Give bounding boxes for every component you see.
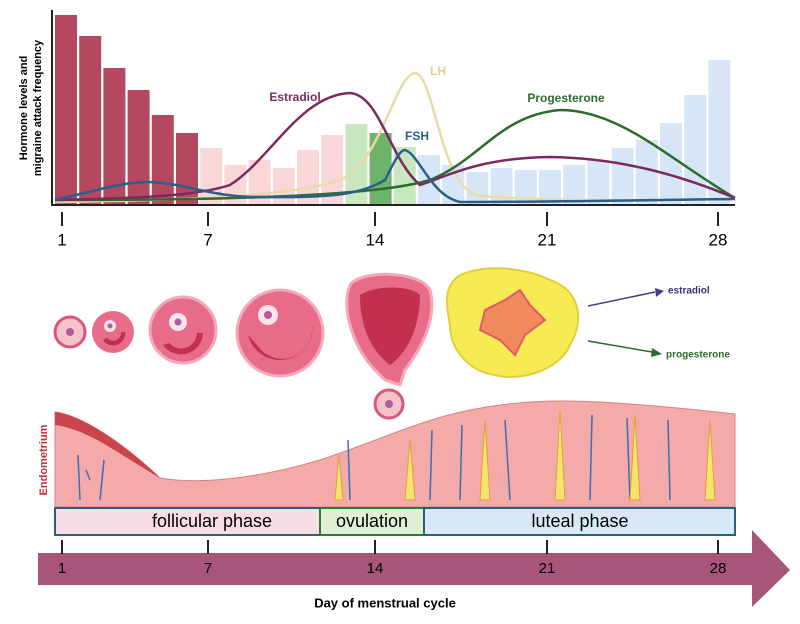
bar [708, 60, 731, 205]
vessels [77, 414, 671, 501]
curve-label: Progesterone [527, 91, 605, 105]
curve-label: Estradiol [269, 90, 320, 104]
lh-curve [54, 71, 736, 204]
tick-label: 14 [367, 560, 384, 577]
bar [660, 123, 682, 205]
bar [297, 150, 319, 205]
migraine-bars [55, 15, 731, 205]
phase-label: ovulation [336, 511, 408, 531]
bar [79, 36, 102, 205]
hormone-curves [54, 71, 736, 204]
shedding-layer [55, 412, 160, 478]
tick-label: 7 [204, 560, 212, 577]
bar [635, 140, 658, 205]
bar [369, 133, 392, 205]
bar [151, 115, 174, 205]
bar [127, 90, 150, 205]
bar [55, 15, 77, 205]
tick-label: 14 [366, 230, 385, 249]
bar [103, 68, 126, 205]
bar [272, 168, 295, 205]
glands [334, 409, 716, 501]
phase-label: luteal phase [531, 511, 628, 531]
fsh-curve [54, 148, 736, 204]
x-axis-label: Day of menstrual cycle [314, 595, 456, 610]
curve-label: FSH [405, 129, 429, 143]
y-axis-label: Hormone levels and [18, 56, 30, 161]
secretion-label: estradiol [668, 286, 710, 297]
bar [393, 147, 416, 205]
follicles [53, 267, 580, 420]
phase-label: follicular phase [152, 511, 272, 531]
tick-label: 7 [203, 230, 212, 249]
estradiol-curve [54, 91, 736, 202]
y-axis-label: migraine attack frequency [32, 39, 44, 176]
bar [539, 170, 561, 205]
tick-label: 1 [58, 560, 66, 577]
bar [611, 148, 634, 205]
secretion-label: progesterone [666, 350, 730, 361]
tick-label: 28 [709, 230, 728, 249]
bar [490, 168, 513, 205]
bottom-ticks: 1 7 14 21 28 [58, 540, 727, 577]
bar [684, 95, 707, 205]
curve-label: LH [430, 64, 446, 78]
tick-label: 21 [538, 230, 557, 249]
time-arrow [38, 530, 790, 607]
tick-label: 21 [539, 560, 556, 577]
bar [563, 165, 586, 205]
endometrium-label: Endometrium [38, 424, 50, 495]
bar [321, 135, 344, 205]
phase-box [319, 507, 425, 536]
phase-box [54, 507, 321, 536]
bar [345, 124, 368, 205]
bar [587, 160, 610, 205]
bar [514, 170, 537, 205]
bar [466, 172, 489, 205]
top-ticks: 1 7 14 21 28 [57, 212, 727, 249]
tick-label: 1 [57, 230, 66, 249]
secretion-arrows [587, 288, 664, 357]
tick-label: 28 [710, 560, 727, 577]
phase-box [423, 507, 736, 536]
